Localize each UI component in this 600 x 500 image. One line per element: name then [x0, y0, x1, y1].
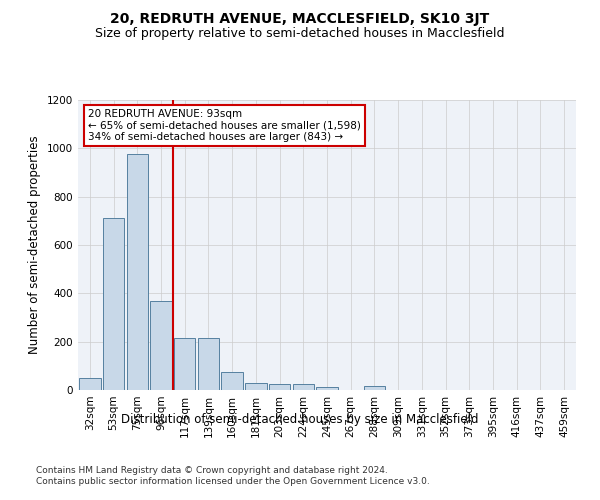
Text: Contains public sector information licensed under the Open Government Licence v3: Contains public sector information licen… — [36, 478, 430, 486]
Text: Contains HM Land Registry data © Crown copyright and database right 2024.: Contains HM Land Registry data © Crown c… — [36, 466, 388, 475]
Text: 20, REDRUTH AVENUE, MACCLESFIELD, SK10 3JT: 20, REDRUTH AVENUE, MACCLESFIELD, SK10 3… — [110, 12, 490, 26]
Bar — [364, 386, 385, 390]
Text: Size of property relative to semi-detached houses in Macclesfield: Size of property relative to semi-detach… — [95, 28, 505, 40]
Text: Distribution of semi-detached houses by size in Macclesfield: Distribution of semi-detached houses by … — [121, 412, 479, 426]
Bar — [221, 372, 243, 390]
Bar — [103, 218, 124, 390]
Bar — [245, 383, 266, 390]
Bar — [198, 338, 219, 390]
Y-axis label: Number of semi-detached properties: Number of semi-detached properties — [28, 136, 41, 354]
Bar — [316, 387, 338, 390]
Bar — [127, 154, 148, 390]
Bar — [79, 378, 101, 390]
Bar — [269, 384, 290, 390]
Bar — [151, 300, 172, 390]
Text: 20 REDRUTH AVENUE: 93sqm
← 65% of semi-detached houses are smaller (1,598)
34% o: 20 REDRUTH AVENUE: 93sqm ← 65% of semi-d… — [88, 108, 361, 142]
Bar — [174, 338, 196, 390]
Bar — [293, 384, 314, 390]
